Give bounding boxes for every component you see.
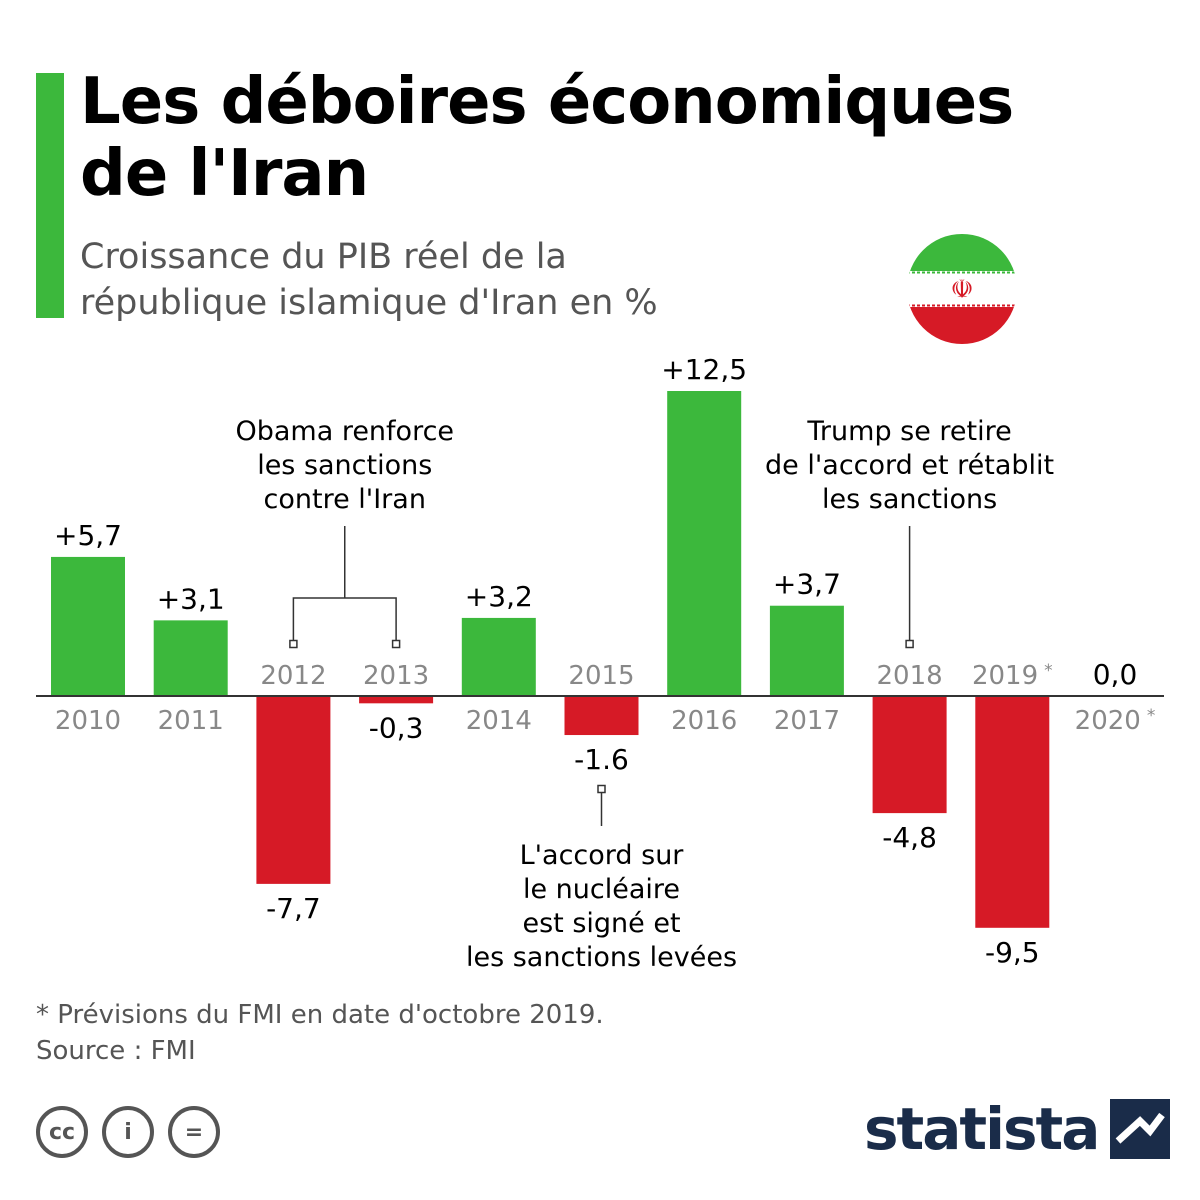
year-label-2012: 2012	[260, 661, 326, 691]
gdp-growth-chart: +5,7 2010 +3,1 2011 -7,7 2012 -0,3 2013 +3,2 2014…	[36, 353, 1164, 973]
year-label-2014: 2014	[466, 706, 532, 736]
annotation-obama-marker-2012	[289, 639, 298, 649]
annotation-deal-marker	[597, 784, 606, 794]
flag-red-stripe	[907, 307, 1017, 344]
annotation-trump-line-2: de l'accord et rétablit	[765, 450, 1054, 481]
value-label-2016: +12,5	[661, 353, 747, 386]
title-line-1: Les déboires économiques	[80, 65, 1014, 139]
year-label-2018: 2018	[877, 661, 943, 691]
bar-2016	[667, 391, 742, 696]
annotation-obama-line-1: Obama renforce	[235, 416, 454, 447]
source-text: Source : FMI	[36, 1036, 196, 1066]
value-label-2017: +3,7	[773, 568, 841, 601]
bar-2011	[153, 620, 228, 696]
annotation-obama-bracket	[292, 526, 397, 640]
iran-flag-icon: ☫	[907, 234, 1017, 344]
bar-2019	[975, 696, 1050, 928]
flag-green-stripe	[907, 234, 1017, 271]
subtitle-line-1: Croissance du PIB réel de la	[80, 237, 567, 277]
annotation-deal-line-3: est signé et	[522, 908, 680, 939]
value-label-2012: -7,7	[266, 892, 321, 925]
bar-2018	[872, 696, 947, 814]
no-derivatives-icon: =	[168, 1106, 220, 1158]
year-label-2013: 2013	[363, 661, 429, 691]
footnote-block: * Prévisions du FMI en date d'octobre 20…	[36, 997, 604, 1069]
annotation-obama-marker-2013	[391, 639, 401, 649]
year-label-2016: 2016	[671, 706, 737, 736]
year-label-2020: 2020 *	[1075, 706, 1156, 736]
bar-2017	[769, 605, 844, 696]
subtitle-line-2: république islamique d'Iran en %	[80, 283, 658, 323]
statista-mark-icon	[1110, 1099, 1171, 1159]
annotation-obama-line-2: les sanctions	[257, 450, 432, 481]
license-icons: cc i =	[36, 1106, 220, 1158]
title-accent-bar	[36, 73, 64, 318]
brand-mark-wave	[1116, 1112, 1166, 1144]
title-line-2: de l'Iran	[80, 137, 369, 211]
value-label-2014: +3,2	[465, 580, 533, 613]
bar-2010	[51, 556, 125, 696]
chart-subtitle: Croissance du PIB réel de la république …	[80, 234, 658, 326]
bar-2012	[256, 696, 331, 884]
value-label-2015: -1.6	[574, 743, 629, 776]
footnote-text: * Prévisions du FMI en date d'octobre 20…	[36, 1000, 604, 1030]
statista-logo: statista	[864, 1094, 1171, 1164]
annotation-deal-line-1: L'accord sur	[520, 840, 685, 871]
brand-name: statista	[864, 1095, 1100, 1163]
value-label-2019: -9,5	[985, 936, 1040, 969]
flag-white-stripe	[907, 271, 1017, 307]
value-label-2010: +5,7	[54, 519, 122, 552]
year-label-2010: 2010	[55, 706, 121, 736]
value-label-2018: -4,8	[882, 821, 937, 854]
annotation-trump-line-3: les sanctions	[822, 484, 997, 515]
value-label-2011: +3,1	[157, 582, 225, 615]
annotation-obama-line-3: contre l'Iran	[264, 484, 426, 515]
bar-2013	[359, 696, 434, 704]
flag-emblem-icon: ☫	[950, 275, 973, 305]
bar-2014	[461, 617, 536, 696]
annotation-trump-marker	[905, 639, 914, 649]
attribution-icon: i	[102, 1106, 154, 1158]
year-label-2011: 2011	[158, 706, 224, 736]
bar-2015	[564, 696, 639, 736]
year-label-2019: 2019 *	[972, 661, 1053, 691]
annotation-deal-line-4: les sanctions levées	[466, 942, 737, 973]
year-label-2015: 2015	[568, 661, 634, 691]
brand-mark-square	[1110, 1099, 1171, 1159]
annotation-trump-line-1: Trump se retire	[806, 416, 1011, 447]
value-label-2013: -0,3	[369, 711, 424, 744]
page-title: Les déboires économiques de l'Iran	[80, 65, 1014, 211]
annotation-deal-line-2: le nucléaire	[523, 874, 680, 905]
creative-commons-icon: cc	[36, 1106, 88, 1158]
value-label-2020: 0,0	[1093, 658, 1138, 691]
year-label-2017: 2017	[774, 706, 840, 736]
iran-flag-graphic: ☫	[907, 234, 1017, 344]
